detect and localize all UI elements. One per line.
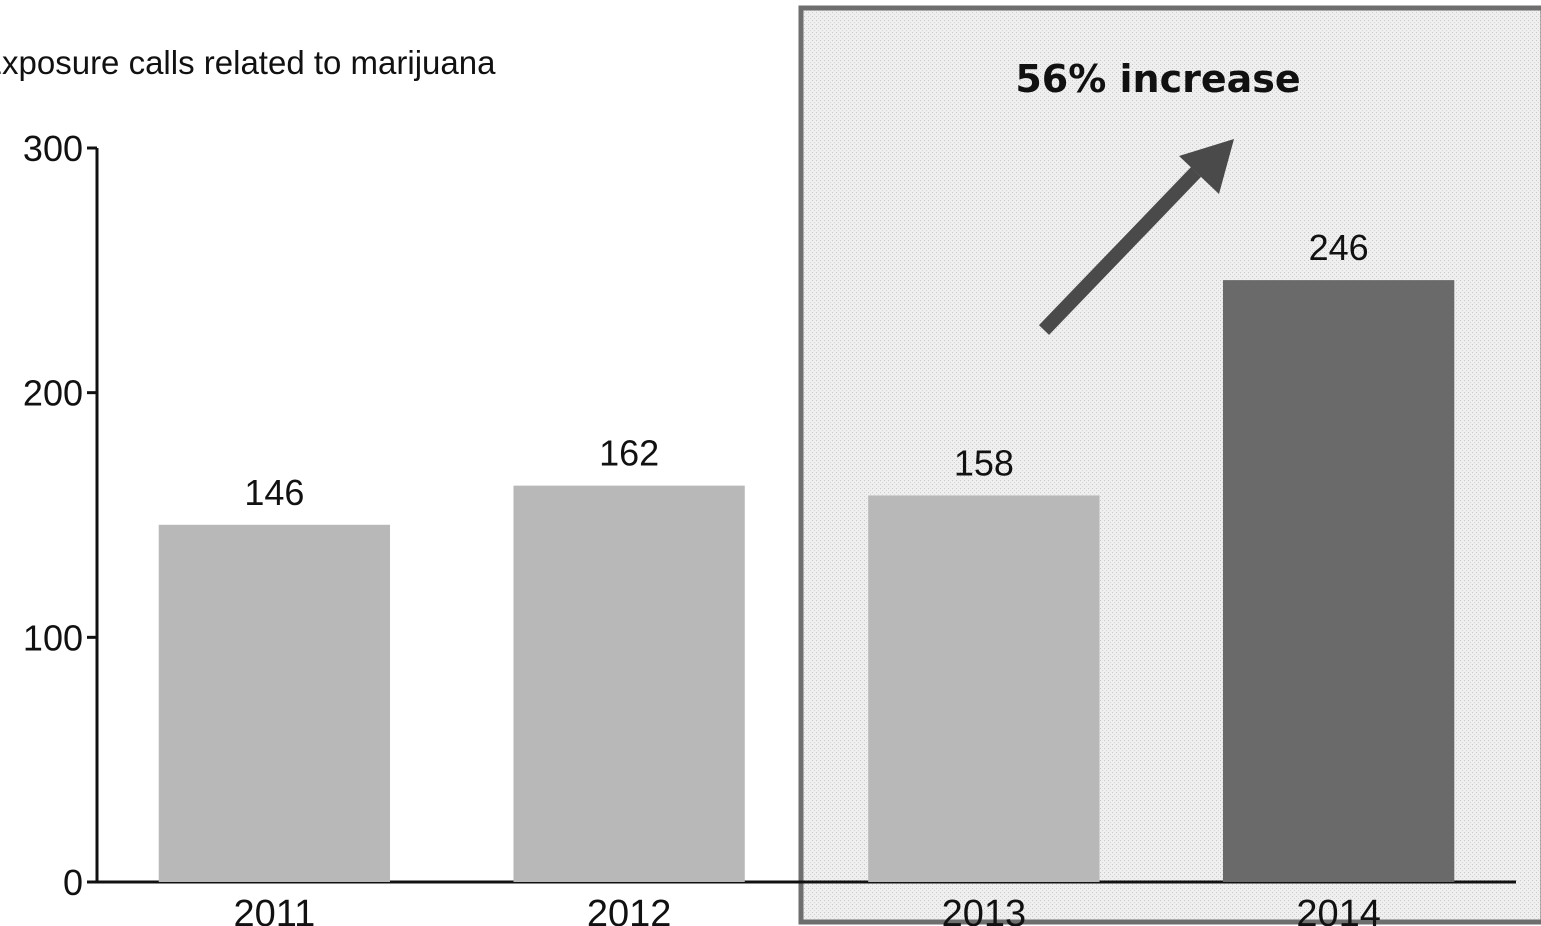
trend-arrow-icon [1038, 139, 1234, 335]
y-tick-label: 100 [23, 617, 83, 658]
data-label-2014: 246 [1309, 227, 1369, 268]
x-tick-label-2013: 2013 [942, 893, 1027, 926]
bars [158, 280, 1455, 882]
x-tick-label-2011: 2011 [234, 893, 316, 926]
x-labels: 2011 2012 2013 2014 [234, 893, 1381, 926]
x-tick-label-2012: 2012 [587, 893, 672, 926]
data-label-2013: 158 [954, 442, 1014, 483]
bar-2011 [158, 524, 391, 882]
data-label-2012: 162 [599, 433, 659, 474]
bar-2014 [1222, 280, 1455, 882]
y-tick-label: 300 [23, 128, 83, 169]
y-ticks: 0 100 200 300 [23, 128, 97, 903]
bar-2013 [868, 495, 1100, 882]
chart-title: Exposure calls related to marijuana [0, 44, 496, 81]
x-tick-label-2014: 2014 [1296, 893, 1381, 926]
data-label-2011: 146 [244, 472, 304, 513]
y-tick-label: 0 [63, 862, 83, 903]
increase-callout: 56% increase [1015, 57, 1300, 101]
bar-2012 [513, 485, 745, 882]
y-tick-label: 200 [23, 373, 83, 414]
data-labels: 146 162 158 246 [244, 227, 1368, 513]
